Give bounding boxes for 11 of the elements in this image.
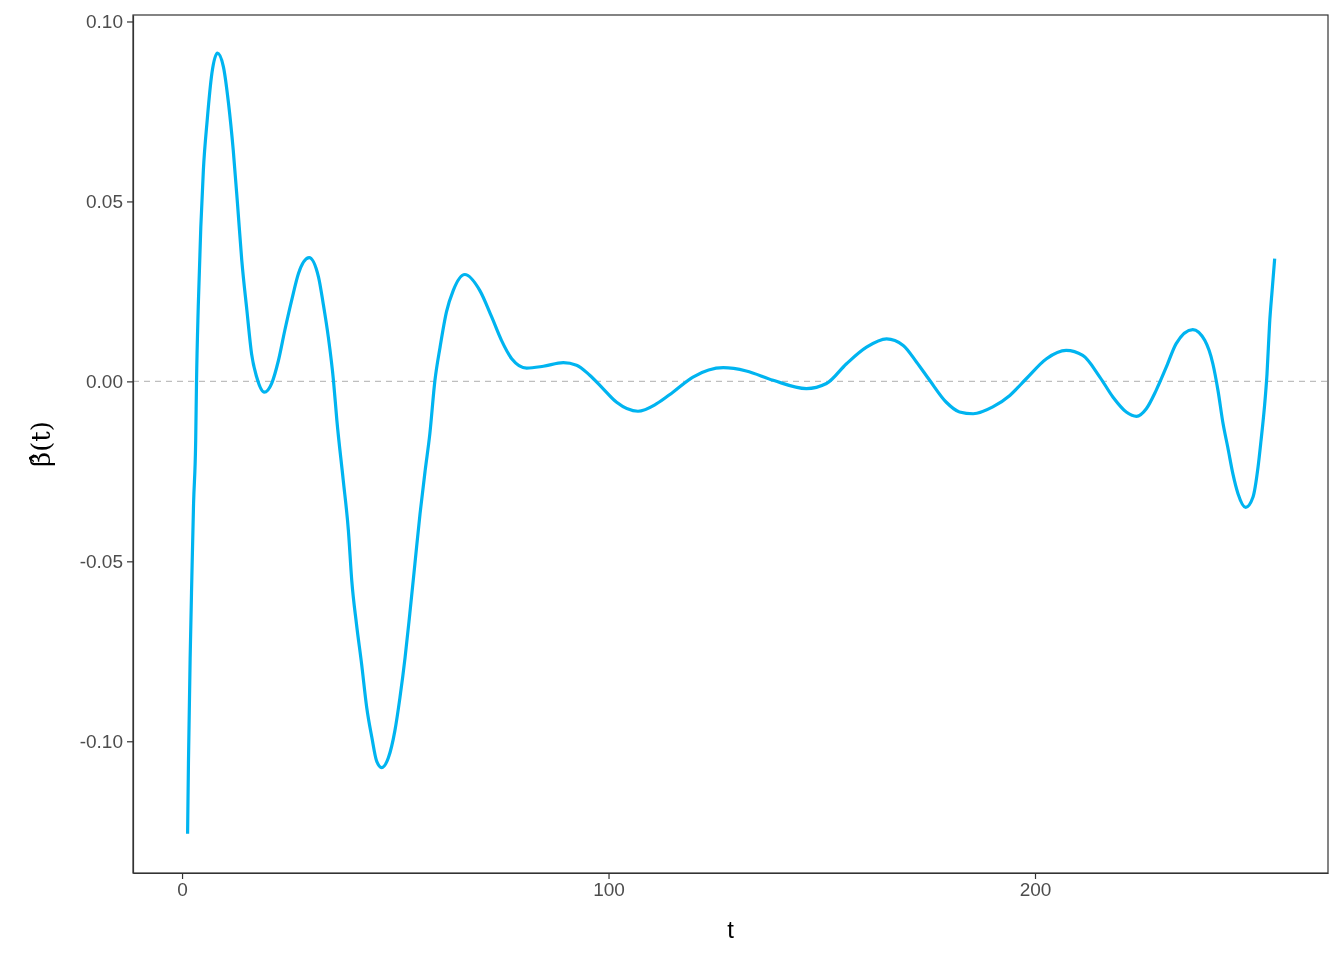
y-tick-label: 0.10 xyxy=(86,11,123,33)
x-tick-label: 200 xyxy=(1019,879,1052,901)
y-tick-label: -0.05 xyxy=(79,550,123,572)
y-tick-label: -0.10 xyxy=(79,730,123,752)
x-tick-label: 100 xyxy=(593,879,625,901)
x-tick-label: 0 xyxy=(177,879,188,901)
y-tick-label: 0.05 xyxy=(86,191,123,213)
line-series xyxy=(185,51,1277,836)
x-axis-title: t xyxy=(727,916,735,943)
y-tick-label: 0.00 xyxy=(86,370,123,392)
y-axis-title: β̂(t) xyxy=(26,421,56,467)
